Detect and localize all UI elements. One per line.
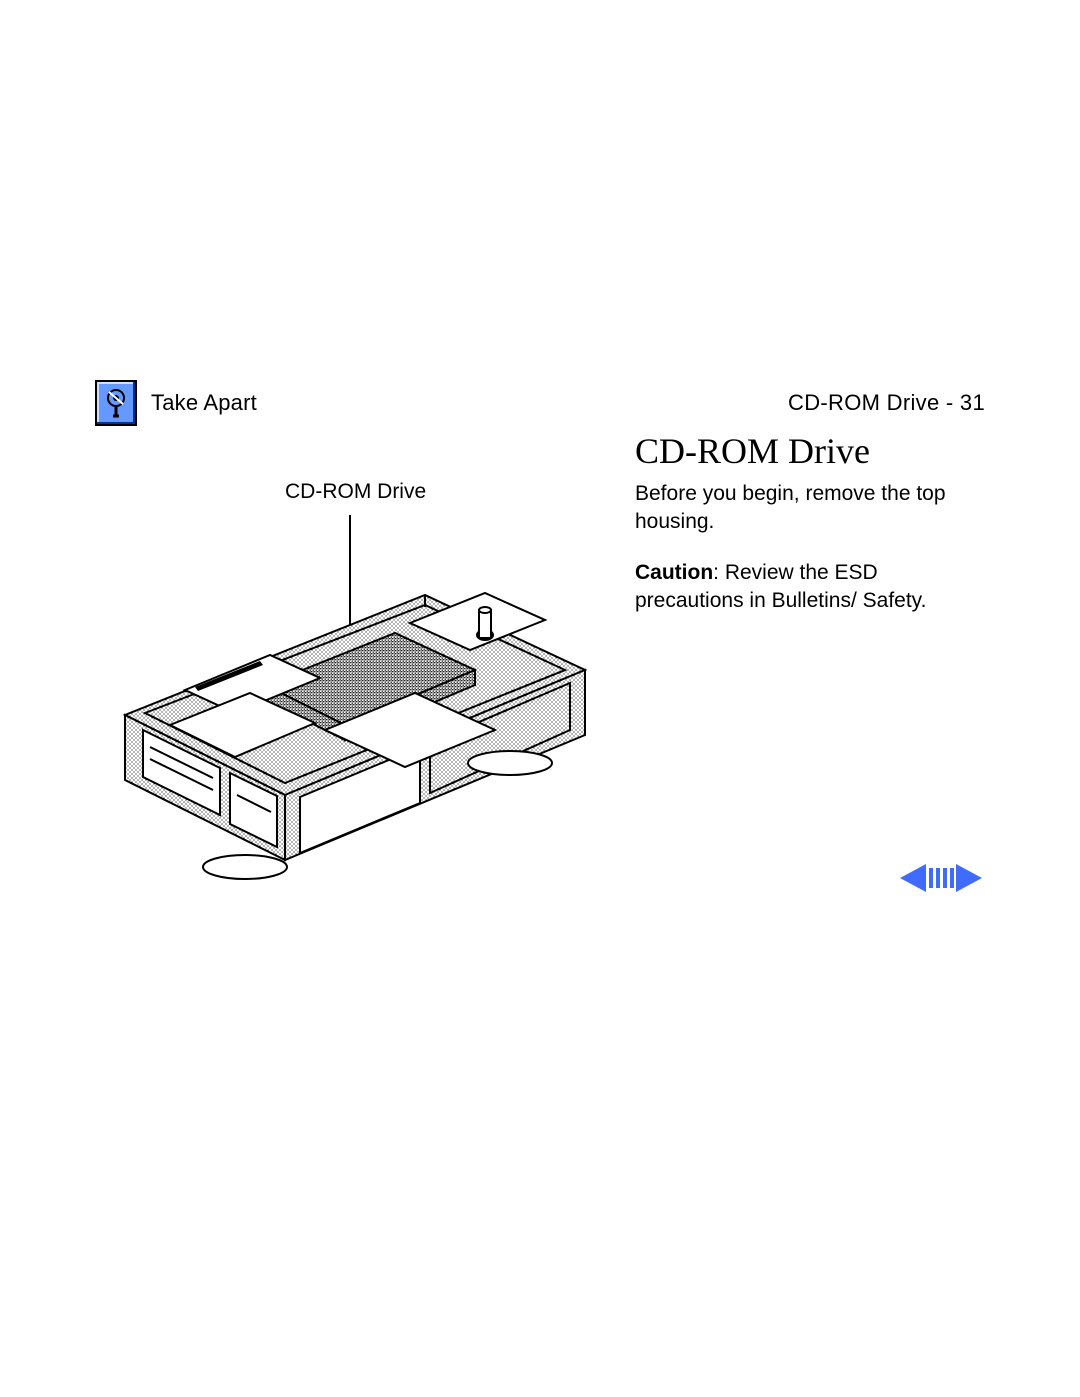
page-nav-bars-icon [926,866,956,890]
manual-page: Take Apart CD-ROM Drive - 31 CD-ROM Driv… [0,0,1080,1397]
next-page-button[interactable] [956,864,982,892]
section-label: Take Apart [151,390,257,416]
figure-callout-label: CD-ROM Drive [285,480,426,504]
page-number: CD-ROM Drive - 31 [788,390,985,416]
page-content: CD-ROM Drive Before you begin, remove th… [95,430,985,1277]
article-body: Before you begin, remove the top housing… [635,480,965,637]
intro-paragraph: Before you begin, remove the top housing… [635,480,965,537]
prev-page-button[interactable] [900,864,926,892]
page-nav [900,864,982,892]
caution-paragraph: Caution: Review the ESD precautions in B… [635,559,965,616]
page-header: Take Apart CD-ROM Drive - 31 [95,380,985,426]
caution-label: Caution [635,561,713,584]
take-apart-icon [95,380,137,426]
device-diagram [65,515,605,915]
article-title: CD-ROM Drive [635,430,870,472]
header-left: Take Apart [95,380,257,426]
